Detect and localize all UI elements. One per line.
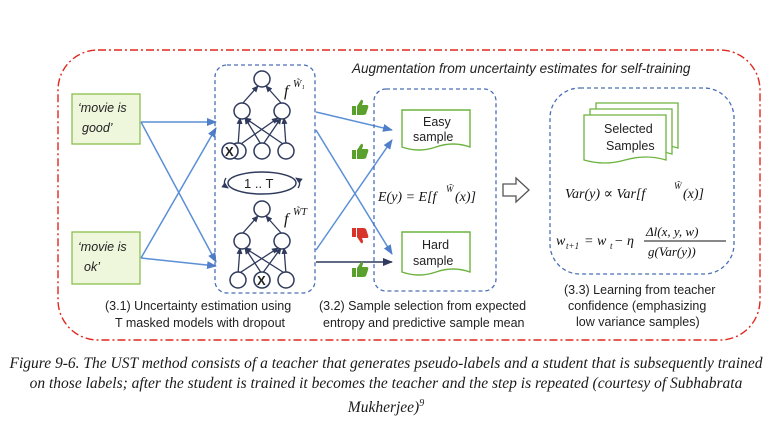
variance-sup: W̃ bbox=[674, 181, 683, 191]
thumb-up-icon-2 bbox=[352, 143, 369, 159]
dropout-mark-bottom: X bbox=[257, 273, 266, 288]
section-3-3-line3: low variance samples) bbox=[576, 315, 700, 329]
hard-sample-line1: Hard bbox=[422, 238, 449, 252]
model-to-sample-arrows bbox=[315, 111, 393, 255]
figure-caption-text: Figure 9-6. The UST method consists of a… bbox=[9, 355, 763, 417]
input-sample-good: ‘movie is good’ bbox=[71, 93, 141, 145]
update-mid-sub: t bbox=[610, 241, 613, 251]
dropout-x-icon-bottom: X bbox=[253, 271, 271, 289]
sample-selection-panel bbox=[373, 88, 497, 292]
update-minus: − η bbox=[614, 234, 634, 249]
model-bottom-label: f bbox=[284, 211, 291, 228]
figure-caption: Figure 9-6. The UST method consists of a… bbox=[8, 354, 764, 418]
iteration-label: 1 .. T bbox=[244, 176, 273, 191]
selected-samples-line1: Selected bbox=[604, 122, 653, 136]
update-mid: = w bbox=[584, 234, 607, 249]
model-top-label: f bbox=[284, 83, 291, 100]
model-bottom-superscript: W̃T bbox=[293, 205, 308, 218]
ust-diagram: Augmentation from uncertainty estimates … bbox=[57, 49, 761, 341]
model-top-superscript: W̃₁ bbox=[293, 77, 305, 90]
update-numerator: Δl(x, y, w) bbox=[645, 224, 698, 239]
expectation-formula: E(y) = E[f W̃ (x)] bbox=[377, 184, 476, 205]
teacher-models-panel bbox=[214, 64, 316, 294]
hard-sample-line2: sample bbox=[413, 254, 453, 268]
input-ok-line2: ok’ bbox=[84, 260, 100, 274]
update-lhs: w bbox=[556, 234, 566, 249]
easy-sample-line1: Easy bbox=[423, 115, 452, 129]
update-lhs-sub: t+1 bbox=[566, 241, 579, 251]
update-rule-formula: w t+1 = w t − η Δl(x, y, w) g(Var(y)) bbox=[556, 224, 726, 259]
variance-rhs: (x)] bbox=[683, 187, 704, 202]
thumb-down-icon bbox=[352, 228, 369, 244]
dropout-mark-top: X bbox=[225, 144, 234, 159]
selected-samples-stack: Selected Samples bbox=[583, 102, 679, 164]
masked-model-bottom bbox=[229, 200, 295, 289]
expectation-lhs: E(y) = E[f bbox=[377, 190, 439, 205]
section-3-1-line2: T masked models with dropout bbox=[115, 316, 286, 330]
outer-loop-boundary bbox=[57, 49, 761, 341]
variance-lhs: Var(y) ∝ Var[f bbox=[565, 187, 647, 202]
section-3-2-line2: entropy and predictive sample mean bbox=[323, 316, 525, 330]
hard-sample-box: Hard sample bbox=[401, 231, 471, 276]
selected-samples-line2: Samples bbox=[606, 139, 655, 153]
section-3-1-line1: (3.1) Uncertainty estimation using bbox=[105, 299, 291, 313]
easy-sample-box: Easy sample bbox=[401, 109, 471, 151]
input-good-line1: ‘movie is bbox=[78, 101, 127, 115]
section-3-3-line1: (3.3) Learning from teacher bbox=[564, 283, 715, 297]
iteration-ellipse: 1 .. T bbox=[221, 171, 303, 195]
input-to-model-arrows bbox=[140, 118, 217, 270]
caption-footnote: 9 bbox=[419, 398, 425, 409]
hollow-arrow-icon bbox=[502, 176, 530, 204]
section-3-2-line1: (3.2) Sample selection from expected bbox=[319, 299, 526, 313]
input-ok-line1: ‘movie is bbox=[78, 240, 127, 254]
student-learning-panel bbox=[549, 87, 735, 275]
thumb-up-icon-3 bbox=[352, 261, 369, 277]
dropout-x-icon-top: X bbox=[221, 142, 239, 160]
augmentation-title: Augmentation from uncertainty estimates … bbox=[351, 61, 691, 76]
thumb-up-icon-1 bbox=[352, 99, 369, 115]
input-sample-ok: ‘movie is ok’ bbox=[71, 231, 141, 285]
expectation-rhs: (x)] bbox=[455, 190, 476, 205]
expectation-sup: W̃ bbox=[446, 184, 455, 194]
section-3-3-line2: confidence (emphasizing bbox=[568, 299, 706, 313]
variance-formula: Var(y) ∝ Var[f W̃ (x)] bbox=[565, 181, 704, 202]
easy-sample-line2: sample bbox=[413, 130, 453, 144]
input-good-line2: good’ bbox=[82, 121, 113, 135]
update-denominator: g(Var(y)) bbox=[648, 244, 696, 259]
